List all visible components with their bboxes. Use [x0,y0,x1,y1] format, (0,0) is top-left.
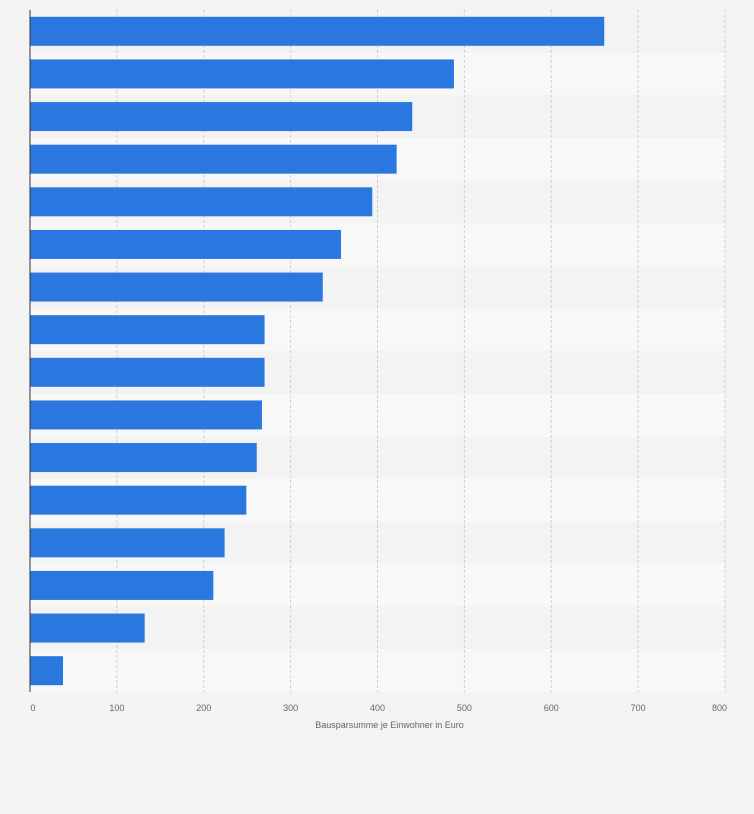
bar [30,315,265,345]
x-axis-ticks: 0 100 200 300 400 500 600 700 800 [30,703,727,713]
x-tick-label: 0 [30,703,35,713]
x-tick-label: 800 [712,703,727,713]
gridlines [116,10,726,692]
bar [30,229,342,259]
x-tick-label: 300 [283,703,298,713]
bar [30,59,454,89]
bar [30,144,397,174]
x-axis-label: Bausparsumme je Einwohner in Euro [315,720,464,730]
x-tick-label: 200 [196,703,211,713]
x-tick-label: 500 [457,703,472,713]
bar [30,102,413,132]
x-tick-label: 600 [544,703,559,713]
bar [30,485,247,515]
bar [30,187,373,217]
bar [30,570,214,600]
bar [30,357,265,387]
bar [30,400,262,430]
x-tick-label: 400 [370,703,385,713]
bar [30,16,605,46]
x-tick-label: 700 [631,703,646,713]
bar [30,528,225,558]
bar [30,443,257,473]
bar [30,272,323,302]
bar [30,656,64,686]
bars [30,16,605,686]
x-tick-label: 100 [109,703,124,713]
bar [30,613,145,643]
